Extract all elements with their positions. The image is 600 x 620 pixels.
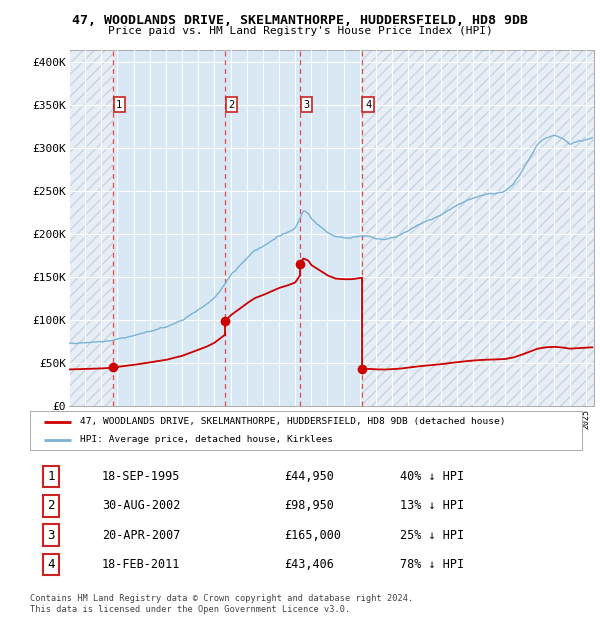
Text: 20-APR-2007: 20-APR-2007 <box>102 529 180 542</box>
Text: 1: 1 <box>47 470 55 483</box>
Text: 30-AUG-2002: 30-AUG-2002 <box>102 500 180 512</box>
Text: 78% ↓ HPI: 78% ↓ HPI <box>400 558 464 571</box>
Text: 2: 2 <box>228 100 235 110</box>
Text: 3: 3 <box>47 529 55 542</box>
Text: Contains HM Land Registry data © Crown copyright and database right 2024.: Contains HM Land Registry data © Crown c… <box>30 594 413 603</box>
Text: £44,950: £44,950 <box>284 470 334 483</box>
Text: £165,000: £165,000 <box>284 529 341 542</box>
Text: 3: 3 <box>303 100 310 110</box>
Text: £98,950: £98,950 <box>284 500 334 512</box>
Text: 25% ↓ HPI: 25% ↓ HPI <box>400 529 464 542</box>
Text: 47, WOODLANDS DRIVE, SKELMANTHORPE, HUDDERSFIELD, HD8 9DB (detached house): 47, WOODLANDS DRIVE, SKELMANTHORPE, HUDD… <box>80 417 505 427</box>
Text: 18-SEP-1995: 18-SEP-1995 <box>102 470 180 483</box>
Text: Price paid vs. HM Land Registry's House Price Index (HPI): Price paid vs. HM Land Registry's House … <box>107 26 493 36</box>
Text: £43,406: £43,406 <box>284 558 334 571</box>
Text: 2: 2 <box>47 500 55 512</box>
Text: 40% ↓ HPI: 40% ↓ HPI <box>400 470 464 483</box>
Text: HPI: Average price, detached house, Kirklees: HPI: Average price, detached house, Kirk… <box>80 435 332 445</box>
Text: 18-FEB-2011: 18-FEB-2011 <box>102 558 180 571</box>
Text: 4: 4 <box>47 558 55 571</box>
Text: This data is licensed under the Open Government Licence v3.0.: This data is licensed under the Open Gov… <box>30 605 350 614</box>
Text: 4: 4 <box>365 100 371 110</box>
Text: 13% ↓ HPI: 13% ↓ HPI <box>400 500 464 512</box>
Text: 1: 1 <box>116 100 122 110</box>
Text: 47, WOODLANDS DRIVE, SKELMANTHORPE, HUDDERSFIELD, HD8 9DB: 47, WOODLANDS DRIVE, SKELMANTHORPE, HUDD… <box>72 14 528 27</box>
